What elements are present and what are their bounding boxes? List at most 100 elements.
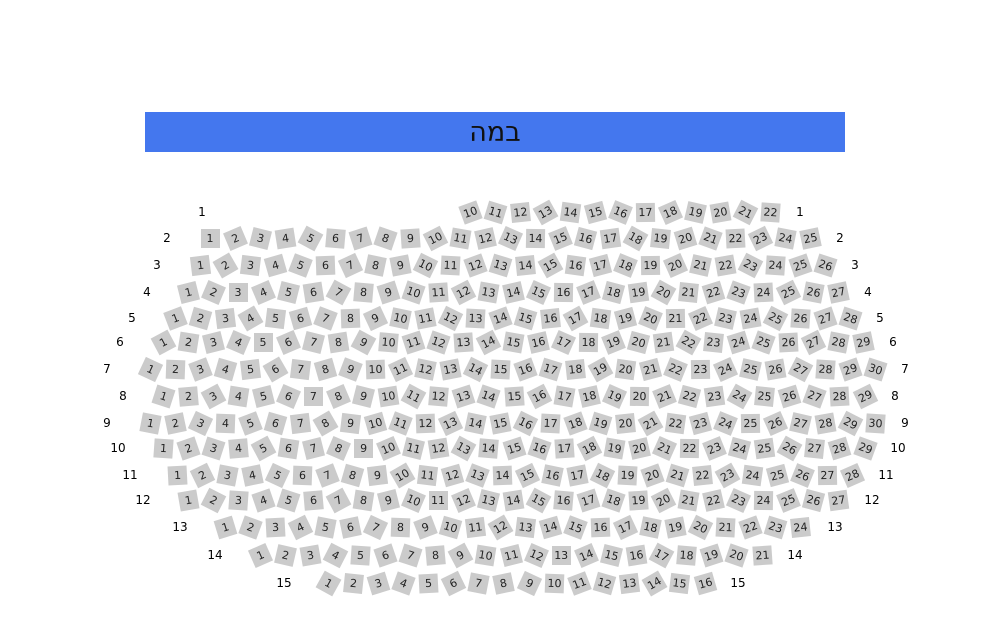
seat[interactable]: 17 bbox=[648, 542, 675, 568]
seat[interactable]: 28 bbox=[828, 436, 852, 460]
seat[interactable]: 16 bbox=[590, 517, 610, 537]
seat[interactable]: 14 bbox=[487, 305, 513, 331]
seat[interactable]: 5 bbox=[237, 410, 263, 436]
seat[interactable]: 7 bbox=[337, 252, 363, 278]
seat[interactable]: 16 bbox=[607, 199, 633, 225]
seat[interactable]: 15 bbox=[583, 200, 607, 224]
seat[interactable]: 16 bbox=[564, 254, 586, 276]
seat[interactable]: 15 bbox=[502, 436, 526, 460]
seat[interactable]: 24 bbox=[741, 464, 763, 486]
seat[interactable]: 6 bbox=[338, 515, 362, 539]
seat[interactable]: 13 bbox=[551, 545, 571, 565]
seat[interactable]: 3 bbox=[187, 410, 213, 436]
seat[interactable]: 12 bbox=[473, 226, 497, 250]
seat[interactable]: 12 bbox=[523, 542, 549, 568]
seat[interactable]: 8 bbox=[492, 571, 516, 595]
seat[interactable]: 27 bbox=[802, 383, 828, 409]
seat[interactable]: 22 bbox=[687, 305, 713, 331]
seat[interactable]: 19 bbox=[617, 465, 637, 485]
seat[interactable]: 2 bbox=[175, 435, 201, 461]
seat[interactable]: 17 bbox=[562, 305, 588, 331]
seat[interactable]: 15 bbox=[525, 279, 551, 305]
seat[interactable]: 11 bbox=[428, 490, 448, 510]
seat[interactable]: 26 bbox=[801, 280, 825, 304]
seat[interactable]: 25 bbox=[754, 385, 776, 407]
seat[interactable]: 3 bbox=[187, 356, 213, 382]
seat[interactable]: 18 bbox=[622, 225, 648, 251]
seat[interactable]: 13 bbox=[488, 253, 512, 277]
seat[interactable]: 20 bbox=[614, 358, 636, 380]
seat[interactable]: 24 bbox=[773, 226, 797, 250]
seat[interactable]: 16 bbox=[539, 307, 561, 329]
seat[interactable]: 7 bbox=[467, 571, 490, 595]
seat[interactable]: 27 bbox=[827, 489, 849, 511]
seat[interactable]: 3 bbox=[248, 226, 272, 250]
seat[interactable]: 26 bbox=[801, 488, 825, 512]
seat[interactable]: 19 bbox=[603, 436, 626, 460]
seat[interactable]: 20 bbox=[650, 487, 676, 513]
seat[interactable]: 8 bbox=[327, 331, 349, 353]
seat[interactable]: 24 bbox=[738, 306, 762, 330]
seat[interactable]: 6 bbox=[324, 227, 346, 249]
seat[interactable]: 17 bbox=[553, 384, 576, 408]
seat[interactable]: 9 bbox=[337, 356, 363, 382]
seat[interactable]: 18 bbox=[578, 332, 598, 352]
seat[interactable]: 19 bbox=[663, 515, 687, 539]
seat[interactable]: 17 bbox=[538, 357, 562, 381]
seat[interactable]: 5 bbox=[350, 544, 371, 566]
seat[interactable]: 26 bbox=[778, 332, 798, 352]
seat[interactable]: 1 bbox=[162, 305, 188, 331]
seat[interactable]: 20 bbox=[627, 436, 651, 460]
seat[interactable]: 5 bbox=[239, 358, 261, 380]
seat[interactable]: 27 bbox=[812, 305, 838, 331]
seat[interactable]: 10 bbox=[422, 225, 448, 251]
seat[interactable]: 14 bbox=[641, 570, 668, 596]
seat[interactable]: 24 bbox=[753, 490, 773, 510]
seat[interactable]: 18 bbox=[601, 280, 625, 304]
seat[interactable]: 9 bbox=[376, 488, 400, 512]
seat[interactable]: 4 bbox=[322, 542, 349, 568]
seat[interactable]: 21 bbox=[665, 463, 689, 487]
seat[interactable]: 1 bbox=[189, 254, 211, 276]
seat[interactable]: 21 bbox=[732, 199, 758, 225]
seat[interactable]: 14 bbox=[476, 383, 501, 409]
seat[interactable]: 24 bbox=[712, 410, 738, 436]
seat[interactable]: 25 bbox=[738, 357, 762, 381]
seat[interactable]: 28 bbox=[826, 330, 850, 354]
seat[interactable]: 22 bbox=[675, 329, 701, 355]
seat[interactable]: 11 bbox=[416, 464, 438, 486]
seat[interactable]: 18 bbox=[612, 252, 638, 278]
seat[interactable]: 7 bbox=[301, 436, 325, 460]
seat[interactable]: 23 bbox=[702, 435, 727, 461]
seat[interactable]: 15 bbox=[669, 572, 691, 594]
seat[interactable]: 20 bbox=[673, 226, 697, 250]
seat[interactable]: 11 bbox=[567, 570, 592, 596]
seat[interactable]: 7 bbox=[362, 514, 388, 540]
seat[interactable]: 4 bbox=[215, 413, 235, 433]
seat[interactable]: 2 bbox=[200, 487, 226, 513]
seat[interactable]: 4 bbox=[240, 463, 264, 487]
seat[interactable]: 7 bbox=[301, 330, 325, 354]
seat[interactable]: 6 bbox=[292, 465, 312, 485]
seat[interactable]: 20 bbox=[724, 542, 749, 568]
seat[interactable]: 19 bbox=[627, 489, 649, 511]
seat[interactable]: 13 bbox=[450, 435, 477, 461]
seat[interactable]: 29 bbox=[837, 410, 863, 436]
seat[interactable]: 17 bbox=[550, 329, 576, 355]
seat[interactable]: 16 bbox=[512, 410, 538, 436]
seat[interactable]: 9 bbox=[350, 329, 376, 355]
seat[interactable]: 22 bbox=[759, 201, 781, 223]
seat[interactable]: 9 bbox=[352, 384, 376, 408]
seat[interactable]: 13 bbox=[465, 308, 485, 328]
seat[interactable]: 7 bbox=[303, 386, 323, 406]
seat[interactable]: 13 bbox=[438, 357, 462, 381]
seat[interactable]: 10 bbox=[457, 199, 483, 225]
seat[interactable]: 12 bbox=[428, 385, 450, 407]
seat[interactable]: 4 bbox=[391, 570, 416, 596]
seat[interactable]: 6 bbox=[275, 329, 301, 355]
seat[interactable]: 23 bbox=[703, 385, 726, 407]
seat[interactable]: 18 bbox=[589, 307, 611, 329]
seat[interactable]: 9 bbox=[339, 412, 361, 434]
seat[interactable]: 27 bbox=[826, 280, 850, 304]
seat[interactable]: 26 bbox=[813, 253, 837, 277]
